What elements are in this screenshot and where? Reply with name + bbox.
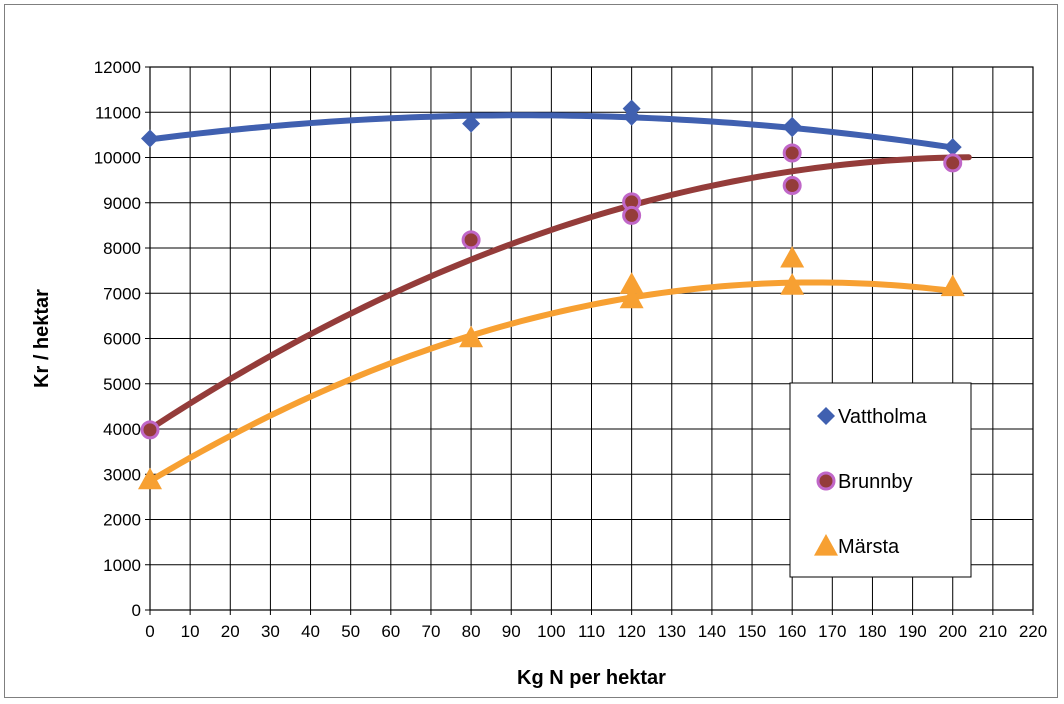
y-tick-label: 11000 xyxy=(95,103,141,122)
point-vattholma xyxy=(943,138,962,157)
x-tick-label: 200 xyxy=(939,622,967,641)
y-tick-label: 12000 xyxy=(94,58,141,77)
y-tick-label: 7000 xyxy=(103,284,141,303)
y-tick-label: 9000 xyxy=(103,194,141,213)
point-marsta xyxy=(940,274,965,297)
trendline-marsta xyxy=(147,279,956,485)
x-tick-label: 130 xyxy=(658,622,686,641)
x-tick-label: 60 xyxy=(381,622,400,641)
point-marsta xyxy=(459,325,484,348)
point-vattholma xyxy=(462,114,481,133)
point-brunnby xyxy=(782,143,802,163)
x-tick-label: 120 xyxy=(617,622,645,641)
x-tick-label: 140 xyxy=(698,622,726,641)
y-axis-title: Kr / hektar xyxy=(31,289,53,388)
point-marsta xyxy=(619,286,644,309)
y-tick-label: 6000 xyxy=(103,330,141,349)
point-marsta xyxy=(619,272,644,294)
point-brunnby xyxy=(622,205,642,225)
point-marsta xyxy=(780,273,805,295)
point-brunnby xyxy=(782,176,802,196)
y-tick-label: 5000 xyxy=(103,375,141,394)
point-vattholma xyxy=(622,107,641,126)
y-tick-label: 2000 xyxy=(103,511,141,530)
x-tick-label: 0 xyxy=(145,622,154,641)
x-tick-label: 100 xyxy=(537,622,565,641)
x-tick-label: 110 xyxy=(578,622,605,641)
point-marsta xyxy=(780,245,805,268)
data-points xyxy=(138,99,965,490)
legend-marker-brunnby xyxy=(816,471,836,491)
x-tick-label: 10 xyxy=(181,622,200,641)
x-tick-label: 50 xyxy=(341,622,360,641)
y-tick-label: 10000 xyxy=(94,149,141,168)
y-tick-label: 4000 xyxy=(103,420,141,439)
trendlines xyxy=(147,112,972,485)
point-brunnby xyxy=(140,420,160,440)
legend-label-brunnby: Brunnby xyxy=(838,471,913,493)
axis-ticks: 0 10 20 30 40 50 60 70 80 90 100 110 120 130 140 150 160… xyxy=(94,58,1047,641)
legend-label-vattholma: Vattholma xyxy=(838,406,927,428)
x-tick-label: 220 xyxy=(1019,622,1047,641)
x-axis-title: Kg N per hektar xyxy=(517,667,666,689)
x-tick-label: 190 xyxy=(898,622,926,641)
x-tick-label: 30 xyxy=(261,622,280,641)
point-vattholma xyxy=(141,129,159,148)
y-tick-label: 3000 xyxy=(103,465,141,484)
legend-label-marsta: Märsta xyxy=(838,536,900,558)
legend-marker-vattholma xyxy=(817,407,835,425)
x-tick-label: 170 xyxy=(818,622,846,641)
x-tick-label: 80 xyxy=(462,622,481,641)
x-tick-label: 40 xyxy=(301,622,320,641)
trendline-vattholma xyxy=(147,112,956,151)
y-tick-label: 0 xyxy=(132,601,141,620)
point-brunnby xyxy=(943,153,963,173)
x-tick-label: 210 xyxy=(979,622,1007,641)
x-tick-label: 180 xyxy=(858,622,886,641)
point-marsta xyxy=(138,467,162,490)
x-tick-label: 160 xyxy=(778,622,806,641)
legend-marker-marsta xyxy=(814,534,838,556)
x-tick-label: 20 xyxy=(221,622,240,641)
x-tick-label: 90 xyxy=(502,622,521,641)
point-vattholma xyxy=(783,119,802,138)
y-tick-label: 8000 xyxy=(103,239,141,258)
point-brunnby xyxy=(461,230,481,250)
legend: Vattholma Brunnby Märsta xyxy=(789,382,972,578)
x-tick-label: 150 xyxy=(738,622,766,641)
y-tick-label: 1000 xyxy=(103,556,141,575)
trendline-brunnby xyxy=(147,154,972,432)
x-tick-label: 70 xyxy=(421,622,440,641)
